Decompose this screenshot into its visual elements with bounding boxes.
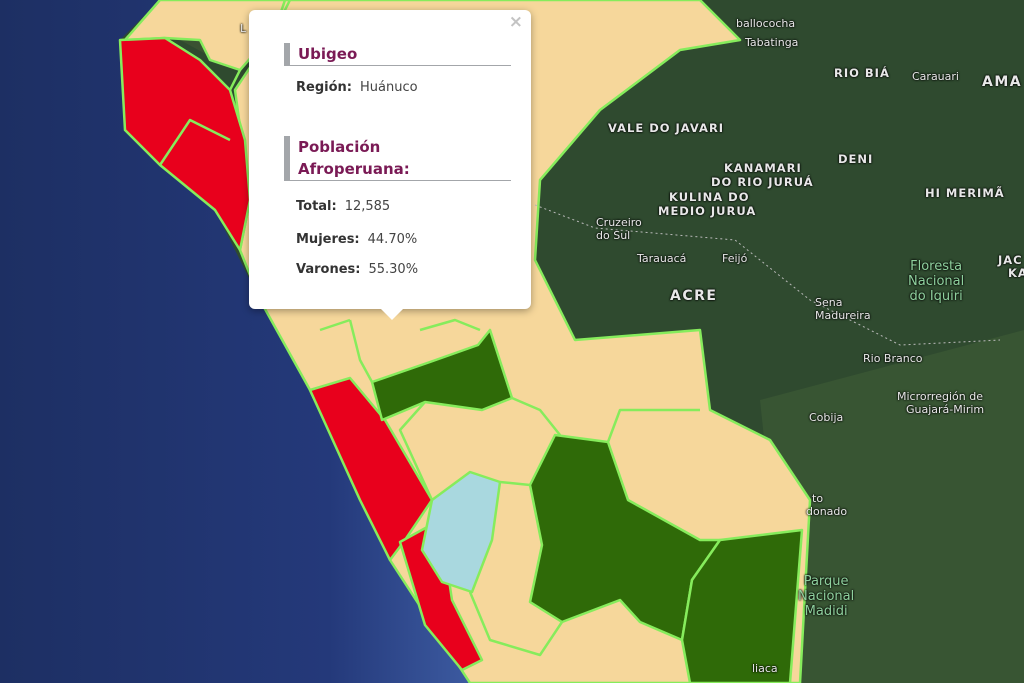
region-green-southeast[interactable] bbox=[680, 528, 804, 683]
place-label: KA bbox=[1008, 266, 1024, 280]
place-label: VALE DO JAVARI bbox=[608, 121, 725, 135]
mujeres-row: Mujeres: 44.70% bbox=[296, 232, 417, 247]
park-label-line: Nacional bbox=[798, 589, 855, 604]
place-label: JAC bbox=[998, 253, 1023, 267]
place-label: AMA bbox=[982, 74, 1023, 90]
park-label: Floresta Nacional do Iquiri bbox=[908, 259, 964, 304]
ubigeo-heading: Ubigeo bbox=[284, 43, 511, 66]
place-label: KULINA DO bbox=[669, 190, 750, 204]
place-label: donado bbox=[806, 505, 848, 518]
poblacion-heading: Población Afroperuana: bbox=[284, 136, 511, 181]
total-label: Total: bbox=[296, 199, 337, 214]
place-label: RIO BIÁ bbox=[834, 66, 890, 80]
park-label-line: Madidi bbox=[804, 604, 848, 619]
place-label: Guajará-Mirim bbox=[906, 403, 985, 416]
place-label: DO RIO JURUÁ bbox=[711, 175, 814, 189]
region-red-coast-central[interactable] bbox=[308, 376, 434, 562]
region-row: Región: Huánuco bbox=[296, 80, 418, 95]
place-label: Tarauacá bbox=[637, 252, 687, 265]
varones-row: Varones: 55.30% bbox=[296, 262, 418, 277]
place-label: Feijó bbox=[722, 252, 748, 265]
region-popup: × Ubigeo Región: Huánuco Población Afroper… bbox=[249, 10, 531, 320]
place-label: ACRE bbox=[670, 288, 718, 304]
satellite-lowland bbox=[760, 330, 1024, 683]
varones-value: 55.30% bbox=[368, 262, 419, 277]
place-label: liaca bbox=[752, 662, 778, 675]
place-label: L bbox=[240, 22, 247, 35]
total-value: 12,585 bbox=[344, 199, 391, 214]
region-borders bbox=[158, 69, 700, 657]
place-label: Sena bbox=[815, 296, 843, 309]
place-label: DENI bbox=[838, 152, 874, 166]
park-label-line: Parque bbox=[803, 574, 849, 589]
place-label: Madureira bbox=[815, 309, 871, 322]
poblacion-heading-line: Afroperuana: bbox=[298, 160, 410, 178]
place-label: Rio Branco bbox=[863, 352, 923, 365]
region-label: Región: bbox=[296, 80, 352, 95]
place-label: KANAMARI bbox=[724, 161, 802, 175]
poblacion-heading-line: Población bbox=[298, 138, 381, 156]
place-label: to bbox=[812, 492, 824, 505]
place-label: do Sul bbox=[596, 229, 631, 242]
close-icon[interactable]: × bbox=[508, 12, 523, 32]
place-label: Microrregión de bbox=[897, 390, 983, 403]
ocean bbox=[0, 0, 470, 683]
region-light-blue[interactable] bbox=[420, 470, 502, 594]
place-label: ballococha bbox=[736, 17, 796, 30]
mujeres-value: 44.70% bbox=[367, 232, 418, 247]
place-label: MEDIO JURUA bbox=[658, 204, 757, 218]
place-label: Carauari bbox=[912, 70, 959, 83]
park-label-line: do Iquiri bbox=[909, 289, 963, 304]
park-label-line: Floresta bbox=[910, 259, 963, 274]
total-row: Total: 12,585 bbox=[296, 199, 390, 214]
place-label: HI MERIMÃ bbox=[925, 186, 1005, 200]
region-value: Huánuco bbox=[359, 80, 418, 95]
park-label: Parque Nacional Madidi bbox=[798, 574, 854, 619]
place-label: Cruzeiro bbox=[596, 216, 642, 229]
mujeres-label: Mujeres: bbox=[296, 232, 360, 247]
place-label: Tabatinga bbox=[745, 36, 799, 49]
varones-label: Varones: bbox=[296, 262, 361, 277]
place-label: Cobija bbox=[809, 411, 844, 424]
park-label-line: Nacional bbox=[908, 274, 965, 289]
